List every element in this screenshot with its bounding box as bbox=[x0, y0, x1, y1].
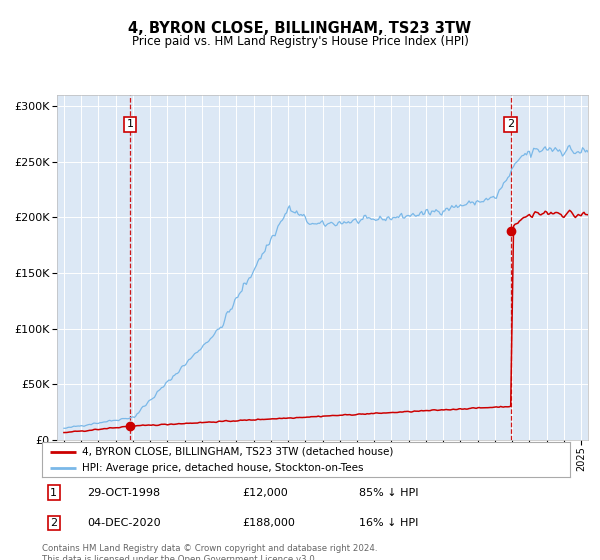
Text: 04-DEC-2020: 04-DEC-2020 bbox=[87, 518, 161, 528]
Text: Contains HM Land Registry data © Crown copyright and database right 2024.
This d: Contains HM Land Registry data © Crown c… bbox=[42, 544, 377, 560]
Text: 4, BYRON CLOSE, BILLINGHAM, TS23 3TW (detached house): 4, BYRON CLOSE, BILLINGHAM, TS23 3TW (de… bbox=[82, 447, 393, 457]
Text: HPI: Average price, detached house, Stockton-on-Tees: HPI: Average price, detached house, Stoc… bbox=[82, 464, 363, 473]
Text: 1: 1 bbox=[127, 119, 133, 129]
Text: 16% ↓ HPI: 16% ↓ HPI bbox=[359, 518, 418, 528]
Text: 2: 2 bbox=[50, 518, 57, 528]
Text: 85% ↓ HPI: 85% ↓ HPI bbox=[359, 488, 418, 498]
Text: £188,000: £188,000 bbox=[242, 518, 296, 528]
Text: 4, BYRON CLOSE, BILLINGHAM, TS23 3TW: 4, BYRON CLOSE, BILLINGHAM, TS23 3TW bbox=[128, 21, 472, 36]
Text: 1: 1 bbox=[50, 488, 57, 498]
Text: 2: 2 bbox=[507, 119, 514, 129]
Text: Price paid vs. HM Land Registry's House Price Index (HPI): Price paid vs. HM Land Registry's House … bbox=[131, 35, 469, 48]
Text: 29-OCT-1998: 29-OCT-1998 bbox=[87, 488, 160, 498]
Text: £12,000: £12,000 bbox=[242, 488, 289, 498]
